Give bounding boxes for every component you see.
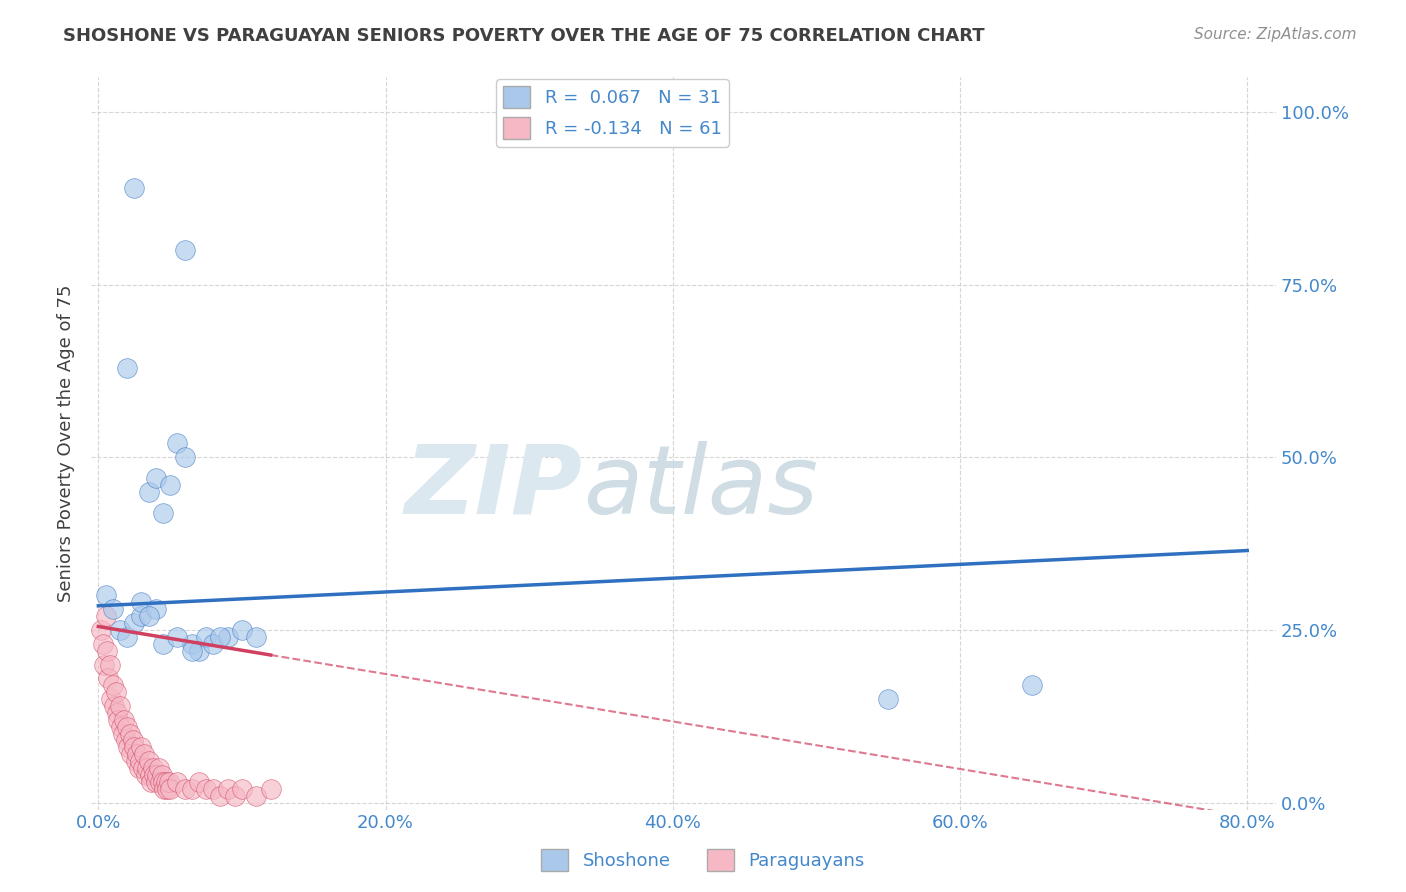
- Point: [217, 630, 239, 644]
- Point: [180, 637, 202, 651]
- Point: [187, 643, 209, 657]
- Point: [124, 754, 146, 768]
- Point: [187, 775, 209, 789]
- Point: [231, 623, 253, 637]
- Text: atlas: atlas: [583, 441, 818, 534]
- Point: [122, 615, 145, 630]
- Point: [145, 775, 167, 789]
- Point: [166, 775, 188, 789]
- Point: [107, 713, 129, 727]
- Text: Source: ZipAtlas.com: Source: ZipAtlas.com: [1194, 27, 1357, 42]
- Point: [153, 781, 176, 796]
- Point: [131, 595, 153, 609]
- Point: [173, 781, 195, 796]
- Point: [100, 692, 122, 706]
- Point: [138, 754, 160, 768]
- Point: [91, 637, 114, 651]
- Point: [105, 706, 128, 720]
- Point: [115, 720, 138, 734]
- Point: [145, 471, 167, 485]
- Point: [209, 630, 232, 644]
- Point: [159, 478, 181, 492]
- Point: [115, 630, 138, 644]
- Point: [139, 768, 162, 782]
- Point: [152, 506, 174, 520]
- Point: [135, 768, 157, 782]
- Point: [129, 754, 152, 768]
- Point: [155, 775, 177, 789]
- Point: [245, 789, 267, 803]
- Point: [209, 789, 232, 803]
- Point: [111, 726, 134, 740]
- Point: [96, 643, 118, 657]
- Point: [1021, 678, 1043, 692]
- Point: [120, 747, 142, 762]
- Point: [141, 775, 163, 789]
- Point: [131, 740, 153, 755]
- Point: [202, 781, 225, 796]
- Point: [90, 623, 112, 637]
- Point: [157, 775, 180, 789]
- Point: [104, 685, 127, 699]
- Point: [115, 360, 138, 375]
- Point: [173, 450, 195, 465]
- Point: [149, 775, 172, 789]
- Point: [108, 698, 131, 713]
- Point: [180, 781, 202, 796]
- Point: [877, 692, 900, 706]
- Point: [127, 747, 149, 762]
- Point: [145, 602, 167, 616]
- Legend: R =  0.067   N = 31, R = -0.134   N = 61: R = 0.067 N = 31, R = -0.134 N = 61: [496, 79, 728, 146]
- Point: [118, 726, 141, 740]
- Point: [97, 671, 120, 685]
- Point: [143, 768, 166, 782]
- Point: [260, 781, 283, 796]
- Point: [101, 602, 124, 616]
- Point: [159, 781, 181, 796]
- Point: [180, 643, 202, 657]
- Point: [136, 761, 159, 775]
- Point: [103, 698, 125, 713]
- Point: [150, 768, 173, 782]
- Point: [138, 609, 160, 624]
- Point: [166, 630, 188, 644]
- Legend: Shoshone, Paraguayans: Shoshone, Paraguayans: [534, 842, 872, 879]
- Point: [101, 678, 124, 692]
- Point: [134, 747, 156, 762]
- Point: [202, 637, 225, 651]
- Text: ZIP: ZIP: [405, 441, 583, 534]
- Point: [117, 740, 139, 755]
- Point: [217, 781, 239, 796]
- Point: [132, 761, 155, 775]
- Y-axis label: Seniors Poverty Over the Age of 75: Seniors Poverty Over the Age of 75: [58, 285, 75, 602]
- Point: [112, 713, 135, 727]
- Point: [122, 740, 145, 755]
- Point: [231, 781, 253, 796]
- Point: [152, 775, 174, 789]
- Point: [195, 781, 218, 796]
- Point: [108, 623, 131, 637]
- Point: [166, 436, 188, 450]
- Point: [128, 761, 150, 775]
- Point: [121, 733, 143, 747]
- Point: [93, 657, 115, 672]
- Point: [98, 657, 121, 672]
- Point: [142, 761, 165, 775]
- Point: [245, 630, 267, 644]
- Point: [138, 484, 160, 499]
- Point: [114, 733, 136, 747]
- Text: SHOSHONE VS PARAGUAYAN SENIORS POVERTY OVER THE AGE OF 75 CORRELATION CHART: SHOSHONE VS PARAGUAYAN SENIORS POVERTY O…: [63, 27, 984, 45]
- Point: [122, 181, 145, 195]
- Point: [131, 609, 153, 624]
- Point: [173, 243, 195, 257]
- Point: [94, 589, 117, 603]
- Point: [156, 781, 179, 796]
- Point: [152, 637, 174, 651]
- Point: [148, 761, 170, 775]
- Point: [110, 720, 132, 734]
- Point: [224, 789, 246, 803]
- Point: [195, 630, 218, 644]
- Point: [94, 609, 117, 624]
- Point: [146, 768, 169, 782]
